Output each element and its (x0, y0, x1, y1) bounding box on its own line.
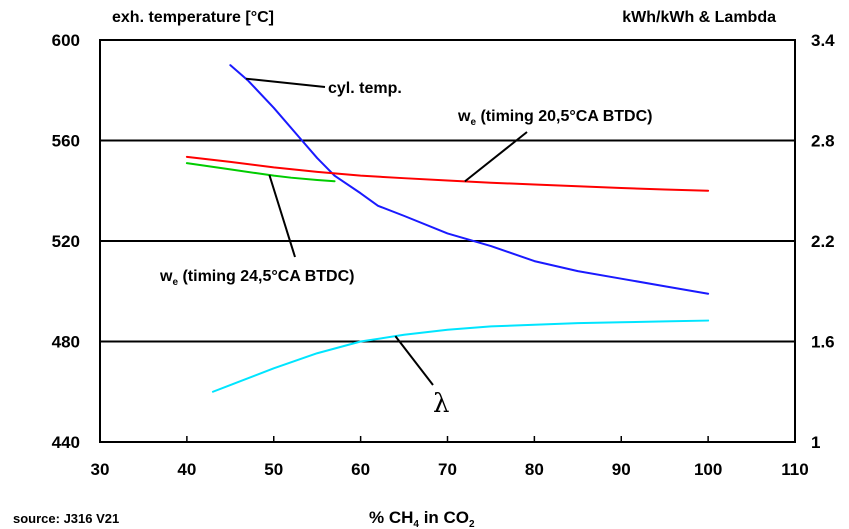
series-line-we205 (185, 155, 710, 192)
pointer-cyl (245, 77, 326, 88)
y-left-tick-label: 560 (52, 132, 80, 151)
x-tick-label: 40 (177, 460, 196, 479)
right-axis-title: kWh/kWh & Lambda (622, 9, 776, 26)
series-line-we245 (185, 162, 336, 183)
axis-ticks: 30 40 50 60 70 80 90 100 110 440 480 520 560 600 1 1.6 2… (52, 31, 836, 479)
x-tick-label: 110 (781, 460, 808, 479)
x-tick-label: 80 (525, 460, 544, 479)
gridlines (100, 139, 795, 343)
annotation-we-24-5-base: w (159, 268, 173, 285)
x-axis-label-sub1: 4 (413, 519, 419, 529)
left-axis-title: exh. temperature [°C] (112, 9, 274, 26)
annotation-lambda: λ (433, 389, 449, 419)
x-axis-label-sub2: 2 (469, 519, 475, 529)
pointer-lambda (394, 335, 434, 386)
annotation-pointers (245, 77, 528, 386)
y-left-tick-label: 600 (52, 31, 80, 50)
series-line-cyl (229, 64, 710, 295)
y-right-tick-label: 1.6 (811, 333, 835, 352)
pointer-we205 (464, 131, 528, 183)
annotation-we-20-5-text: (timing 20,5°CA BTDC) (476, 108, 652, 125)
x-tick-label: 30 (91, 460, 110, 479)
annotation-we-20-5: we (timing 20,5°CA BTDC) (457, 108, 653, 128)
series-lines (185, 64, 710, 393)
annotation-we-20-5-sub: e (470, 117, 476, 128)
y-right-tick-label: 3.4 (811, 31, 835, 50)
y-right-tick-label: 2.8 (811, 132, 835, 151)
x-tick-label: 100 (694, 460, 722, 479)
x-tick-label: 70 (438, 460, 457, 479)
y-right-tick-label: 1 (811, 433, 820, 452)
annotation-we-24-5-text: (timing 24,5°CA BTDC) (178, 268, 354, 285)
y-right-tick-label: 2.2 (811, 232, 835, 251)
x-axis-label-base: % CH (369, 508, 413, 527)
series-line-lambda (211, 319, 710, 393)
annotation-we-24-5: we (timing 24,5°CA BTDC) (159, 268, 355, 288)
pointer-we245 (268, 174, 296, 258)
annotation-cyl-temp: cyl. temp. (328, 80, 402, 97)
x-tick-label: 90 (612, 460, 631, 479)
annotation-we-20-5-base: w (457, 108, 471, 125)
source-note: source: J316 V21 (13, 511, 119, 526)
x-tick-label: 60 (351, 460, 370, 479)
y-left-tick-label: 480 (52, 333, 80, 352)
x-axis-label: % CH4 in CO2 (369, 508, 475, 529)
y-left-tick-label: 440 (52, 433, 80, 452)
annotation-we-24-5-sub: e (172, 277, 178, 288)
x-axis-label-mid: in CO (419, 508, 469, 527)
y-left-tick-label: 520 (52, 232, 80, 251)
x-tick-label: 50 (264, 460, 283, 479)
